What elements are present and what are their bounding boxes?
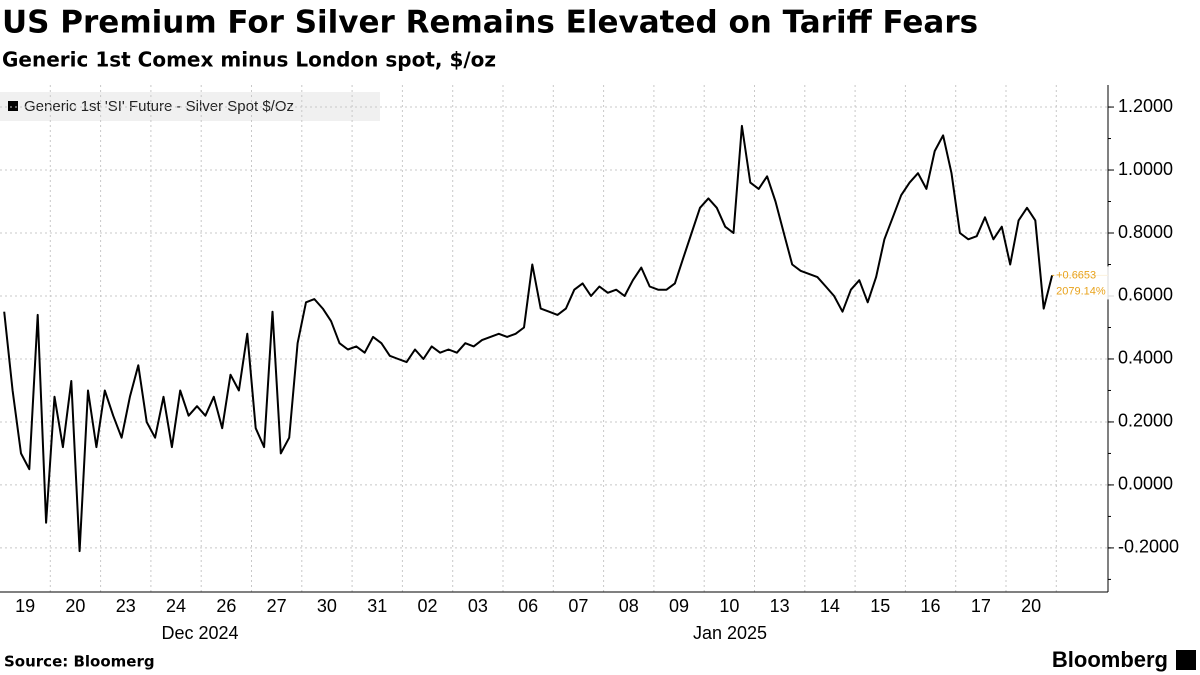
x-tick-label: 30 [317, 596, 337, 616]
x-group-label: Jan 2025 [693, 623, 767, 643]
legend-box [0, 92, 380, 121]
x-tick-label: 08 [619, 596, 639, 616]
x-tick-label: 13 [770, 596, 790, 616]
legend-swatch [8, 101, 18, 111]
y-tick-label: 0.2000 [1118, 411, 1173, 431]
chart-title: US Premium For Silver Remains Elevated o… [2, 5, 978, 41]
last-value-box [1054, 266, 1115, 300]
x-tick-label: 26 [216, 596, 236, 616]
x-group-label: Dec 2024 [161, 623, 238, 643]
x-tick-label: 31 [367, 596, 387, 616]
x-tick-label: 15 [870, 596, 890, 616]
chart-subtitle: Generic 1st Comex minus London spot, $/o… [2, 48, 496, 72]
x-tick-label: 20 [65, 596, 85, 616]
y-tick-label: 1.0000 [1118, 159, 1173, 179]
y-tick-label: 0.4000 [1118, 348, 1173, 368]
brand: Bloomberg [1052, 647, 1168, 672]
y-tick-label: 0.0000 [1118, 474, 1173, 494]
last-value-label: +0.6653 [1056, 269, 1096, 281]
y-tick-label: 0.8000 [1118, 222, 1173, 242]
x-tick-label: 02 [418, 596, 438, 616]
x-tick-label: 03 [468, 596, 488, 616]
x-tick-label: 06 [518, 596, 538, 616]
x-tick-label: 07 [568, 596, 588, 616]
y-tick-label: 1.2000 [1118, 96, 1173, 116]
x-tick-label: 17 [971, 596, 991, 616]
legend-label: Generic 1st 'SI' Future - Silver Spot $/… [24, 98, 294, 115]
y-tick-label: 0.6000 [1118, 285, 1173, 305]
x-tick-label: 16 [921, 596, 941, 616]
series-line [3, 124, 1054, 553]
x-tick-label: 20 [1021, 596, 1041, 616]
last-change-label: 2079.14% [1056, 285, 1106, 297]
x-tick-label: 14 [820, 596, 840, 616]
x-tick-label: 19 [15, 596, 35, 616]
source: Source: Bloomerg [4, 653, 155, 671]
x-tick-label: 27 [267, 596, 287, 616]
brand-icon [1176, 650, 1196, 670]
y-tick-label: -0.2000 [1118, 537, 1179, 557]
x-tick-label: 09 [669, 596, 689, 616]
x-tick-label: 10 [719, 596, 739, 616]
x-tick-label: 24 [166, 596, 186, 616]
x-tick-label: 23 [116, 596, 136, 616]
